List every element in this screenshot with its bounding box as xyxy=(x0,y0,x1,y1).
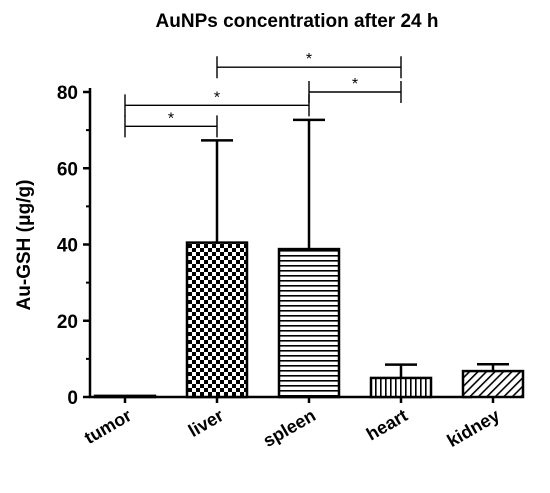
x-tick-labels: tumor liver spleen heart kidney xyxy=(81,405,503,451)
significance-brackets: * * * * xyxy=(124,51,402,138)
chart-title: AuNPs concentration after 24 h xyxy=(156,11,439,32)
bar-spleen xyxy=(277,247,341,399)
bar-kidney xyxy=(461,369,525,399)
x-tick-label-liver: liver xyxy=(185,405,227,441)
y-tick-labels: 0 20 40 60 80 xyxy=(57,83,78,409)
y-tick-label: 60 xyxy=(57,159,78,180)
x-tick-label-heart: heart xyxy=(363,405,411,444)
y-axis-label: Au-GSH (μg/g) xyxy=(14,180,35,311)
y-tick-label: 40 xyxy=(57,236,78,257)
x-tick-label-spleen: spleen xyxy=(260,405,319,451)
y-tick-label: 0 xyxy=(67,388,78,409)
bar-tumor xyxy=(93,394,157,399)
significance-bracket xyxy=(124,115,218,138)
bar-heart xyxy=(369,376,433,399)
error-bars xyxy=(201,118,509,378)
significance-label: * xyxy=(168,110,174,127)
significance-bracket xyxy=(308,81,402,103)
y-tick-label: 80 xyxy=(57,83,78,104)
bar-liver xyxy=(185,241,249,399)
significance-label: * xyxy=(306,51,312,68)
significance-label: * xyxy=(214,89,220,106)
x-tick-label-kidney: kidney xyxy=(444,405,503,451)
y-tick-label: 20 xyxy=(57,312,78,333)
bars xyxy=(93,241,525,399)
significance-bracket xyxy=(216,56,402,79)
x-tick-label-tumor: tumor xyxy=(81,405,135,448)
significance-label: * xyxy=(352,76,358,93)
